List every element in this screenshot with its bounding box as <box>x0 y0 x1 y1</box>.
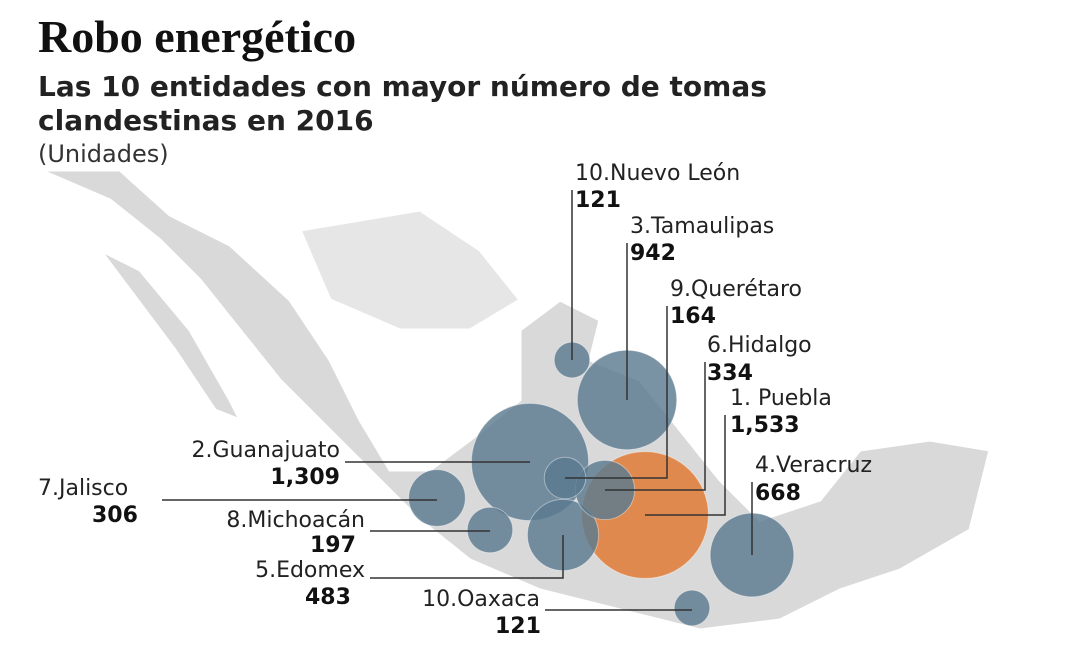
value-label: 483 <box>305 585 351 610</box>
value-label: 334 <box>707 361 753 386</box>
state-label: 1. Puebla <box>730 386 832 411</box>
value-label: 1,533 <box>730 413 800 438</box>
state-label: 10.Oaxaca <box>422 587 540 612</box>
state-label: 10.Nuevo León <box>575 161 740 186</box>
state-label: 9.Querétaro <box>670 277 802 302</box>
leader-line <box>645 415 726 516</box>
leader-line <box>565 306 668 479</box>
leader-line <box>605 362 706 491</box>
subtitle: clandestinas en 2016 <box>38 104 374 137</box>
value-label: 942 <box>630 241 676 266</box>
bubble <box>466 506 514 554</box>
leader-line <box>370 535 564 579</box>
state-label: 2.Guanajuato <box>191 438 340 463</box>
map-background <box>39 168 992 632</box>
unit: (Unidades) <box>38 140 169 168</box>
value-label: 197 <box>310 533 356 558</box>
state-label: 5.Edomex <box>255 558 365 583</box>
value-label: 164 <box>670 304 716 329</box>
bubble <box>673 589 711 627</box>
value-label: 121 <box>495 614 541 639</box>
title: Robo energético <box>38 11 356 62</box>
value-label: 306 <box>92 503 138 528</box>
state-label: 7.Jalisco <box>38 476 128 501</box>
bubble <box>408 469 466 527</box>
state-label: 8.Michoacán <box>226 508 365 533</box>
subtitle: Las 10 entidades con mayor número de tom… <box>38 70 767 103</box>
state-label: 3.Tamaulipas <box>630 214 774 239</box>
value-label: 1,309 <box>270 465 340 490</box>
value-label: 668 <box>755 481 801 506</box>
state-label: 4.Veracruz <box>755 453 872 478</box>
state-label: 6.Hidalgo <box>707 333 812 358</box>
value-label: 121 <box>575 188 621 213</box>
